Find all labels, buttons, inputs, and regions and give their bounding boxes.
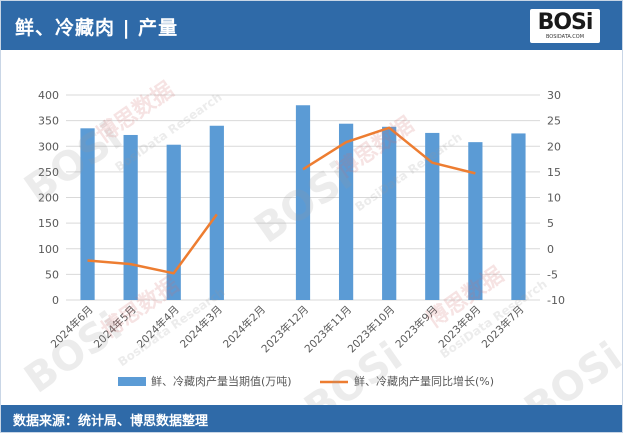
x-tick-label: 2024年4月 <box>134 303 182 351</box>
logo-text: BOSi <box>537 10 594 35</box>
line-series <box>302 126 476 175</box>
y-left-tick-label: 300 <box>38 140 59 153</box>
y-left-tick-label: 400 <box>38 89 59 102</box>
line-series <box>87 213 218 275</box>
legend-label: 鲜、冷藏肉产量当期值(万吨) <box>151 374 292 388</box>
brand-logo: BOSi BOSIDATA.COM <box>530 9 600 43</box>
x-tick-label: 2024年6月 <box>48 303 96 351</box>
combo-chart: 0 50 100 150 200 250 300 350 400 -10 -5 0 5 10 15 20 25 3… <box>38 89 565 388</box>
footer-bar: 数据来源：统计局、博思数据整理 <box>1 405 622 432</box>
bar <box>295 105 311 300</box>
y-left-tick-label: 250 <box>38 166 59 179</box>
x-tick-label: 2023年9月 <box>393 303 441 351</box>
bar <box>209 125 224 300</box>
header-bar: 鲜、冷藏肉 | 产量 BOSi BOSIDATA.COM <box>1 1 622 50</box>
bar <box>382 126 397 301</box>
bar <box>80 128 95 300</box>
legend-swatch-bar <box>118 377 146 386</box>
chart-area: 0 50 100 150 200 250 300 350 400 -10 -5 0 5 10 15 20 25 3… <box>0 50 623 405</box>
bar <box>425 132 440 300</box>
y-right-tick-label: 25 <box>547 115 561 128</box>
page-title: 鲜、冷藏肉 | 产量 <box>15 17 179 39</box>
data-source: 数据来源：统计局、博思数据整理 <box>13 414 209 429</box>
y-right-tick-label: -5 <box>547 268 558 281</box>
bar <box>338 123 354 300</box>
y-right-tick-label: 10 <box>547 192 561 205</box>
y-left-tick-label: 150 <box>38 217 59 230</box>
y-right-tick-label: -10 <box>547 294 565 307</box>
y-left-tick-label: 0 <box>52 294 59 307</box>
x-tick-label: 2023年7月 <box>479 303 527 351</box>
x-tick-label: 2023年8月 <box>436 303 484 351</box>
y-left-tick-label: 200 <box>38 192 59 205</box>
x-tick-label: 2024年5月 <box>91 303 139 351</box>
bar <box>166 144 181 300</box>
y-right-tick-label: 15 <box>547 166 561 179</box>
y-right-tick-label: 5 <box>547 217 554 230</box>
legend-label: 鲜、冷藏肉产量同比增长(%) <box>354 374 494 388</box>
y-right-tick-label: 20 <box>547 140 561 153</box>
y-left-tick-label: 50 <box>45 268 59 281</box>
x-tick-label: 2024年2月 <box>220 303 268 351</box>
bar <box>123 134 138 300</box>
y-right-tick-label: 30 <box>547 89 561 102</box>
y-left-tick-label: 100 <box>38 243 59 256</box>
bar <box>468 142 483 300</box>
logo-subtext: BOSIDATA.COM <box>545 34 585 40</box>
x-tick-label: 2024年3月 <box>177 303 225 351</box>
y-left-tick-label: 350 <box>38 115 59 128</box>
bar <box>511 133 526 300</box>
y-right-tick-label: 0 <box>547 243 554 256</box>
